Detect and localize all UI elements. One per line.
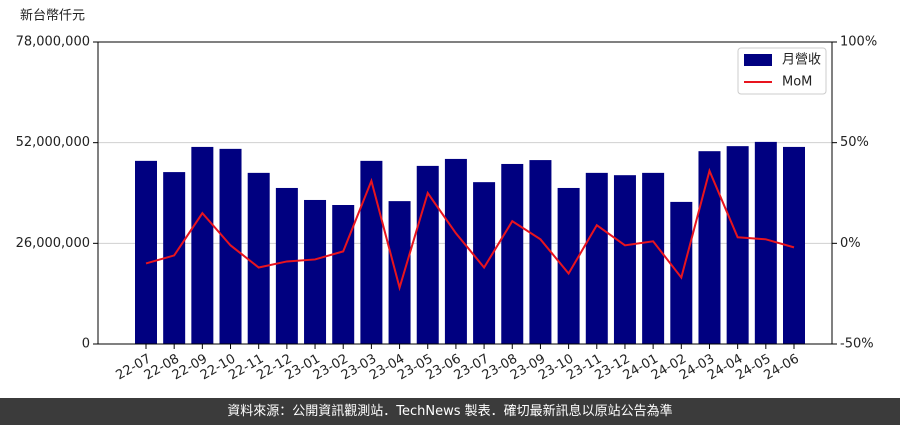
bar [247, 172, 270, 344]
bar [783, 146, 805, 344]
bar [557, 187, 580, 344]
bar [163, 172, 186, 344]
bar [670, 201, 693, 344]
bar [332, 205, 355, 344]
bar [754, 141, 777, 344]
bar [698, 151, 721, 344]
y-tick-label: 0 [82, 337, 90, 352]
plot-frame [97, 41, 833, 345]
bar [135, 160, 157, 344]
legend-label: 月營收 [782, 53, 821, 68]
y2-tick-label: 100% [840, 35, 877, 50]
bar [726, 146, 749, 344]
bar [642, 172, 665, 344]
legend-swatch [744, 54, 772, 66]
y-axis-label: 新台幣仟元 [20, 8, 85, 24]
bar [191, 146, 214, 344]
y2-tick-label: 50% [840, 135, 869, 150]
bar [501, 163, 524, 344]
bar [613, 175, 636, 344]
y2-tick-label: 0% [840, 236, 861, 251]
y2-tick-label: -50% [840, 337, 874, 352]
bar [585, 172, 608, 344]
mom-line [145, 167, 795, 292]
y-tick-label: 52,000,000 [16, 135, 90, 150]
bar [444, 158, 467, 344]
bar [529, 160, 552, 344]
y-tick-label: 26,000,000 [16, 236, 90, 251]
bar [473, 182, 496, 344]
footer: 資料來源：公開資訊觀測站．TechNews 製表．確切最新訊息以原站公告為準 [0, 398, 900, 425]
y-tick-label: 78,000,000 [16, 35, 90, 50]
chart: 新台幣仟元 0 26,000,000 52,000,000 78,000,000 -50… [16, 8, 878, 384]
bar [304, 199, 327, 344]
bar [275, 187, 298, 344]
legend-label: MoM [782, 75, 812, 90]
bar [388, 201, 411, 344]
bar [360, 160, 383, 344]
